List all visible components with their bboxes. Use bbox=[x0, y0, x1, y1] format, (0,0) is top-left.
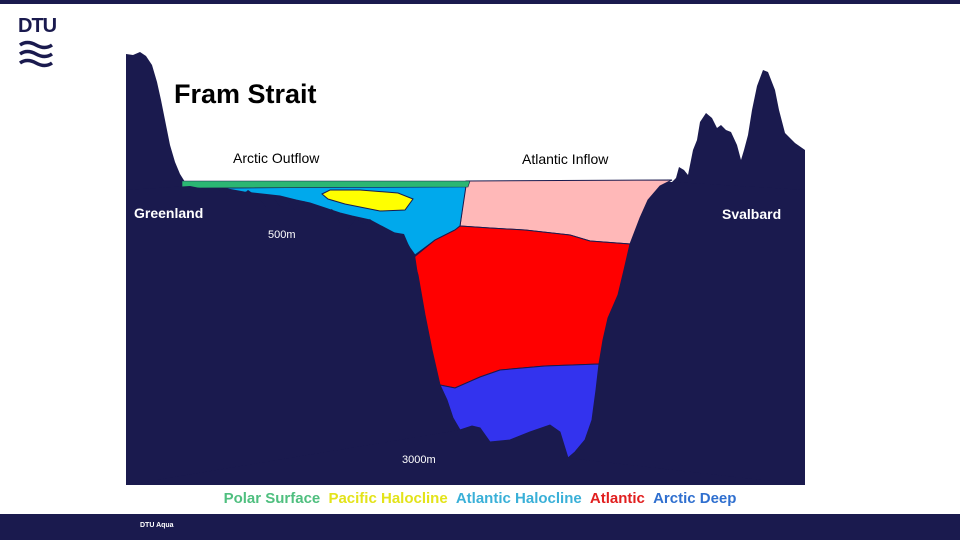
svalbard-shelf bbox=[568, 182, 805, 485]
seafloor bbox=[126, 425, 805, 485]
label-atlantic-inflow: Atlantic Inflow bbox=[522, 151, 609, 167]
label-depth-3000: 3000m bbox=[402, 454, 436, 466]
top-bar bbox=[0, 0, 960, 4]
diagram-title: Fram Strait bbox=[174, 79, 317, 109]
label-depth-500: 500m bbox=[268, 229, 296, 241]
legend-atlantic: Atlantic bbox=[589, 490, 645, 507]
legend-arctic-deep: Arctic Deep bbox=[653, 490, 737, 507]
label-svalbard: Svalbard bbox=[722, 206, 781, 222]
svalbard-mountains bbox=[672, 70, 805, 485]
wave-logo-icon bbox=[18, 40, 54, 68]
footer-text: DTU Aqua bbox=[140, 522, 174, 529]
polar-surface-layer bbox=[181, 180, 471, 189]
legend-atlantic-halocline: Atlantic Halocline bbox=[455, 490, 582, 507]
label-greenland: Greenland bbox=[134, 205, 203, 221]
dtu-logo: DTU bbox=[18, 16, 58, 72]
pacific-halocline-layer bbox=[321, 189, 414, 212]
greenland-mountains bbox=[126, 52, 190, 485]
legend-polar-surface: Polar Surface bbox=[223, 490, 321, 507]
greenland-shelf bbox=[126, 186, 460, 485]
label-arctic-outflow: Arctic Outflow bbox=[233, 150, 320, 166]
legend-pacific-halocline: Pacific Halocline bbox=[328, 490, 448, 507]
bottom-bar bbox=[0, 514, 960, 540]
water-mass-legend: Polar Surface Pacific Halocline Atlantic… bbox=[0, 490, 960, 507]
logo-text: DTU bbox=[18, 15, 57, 37]
